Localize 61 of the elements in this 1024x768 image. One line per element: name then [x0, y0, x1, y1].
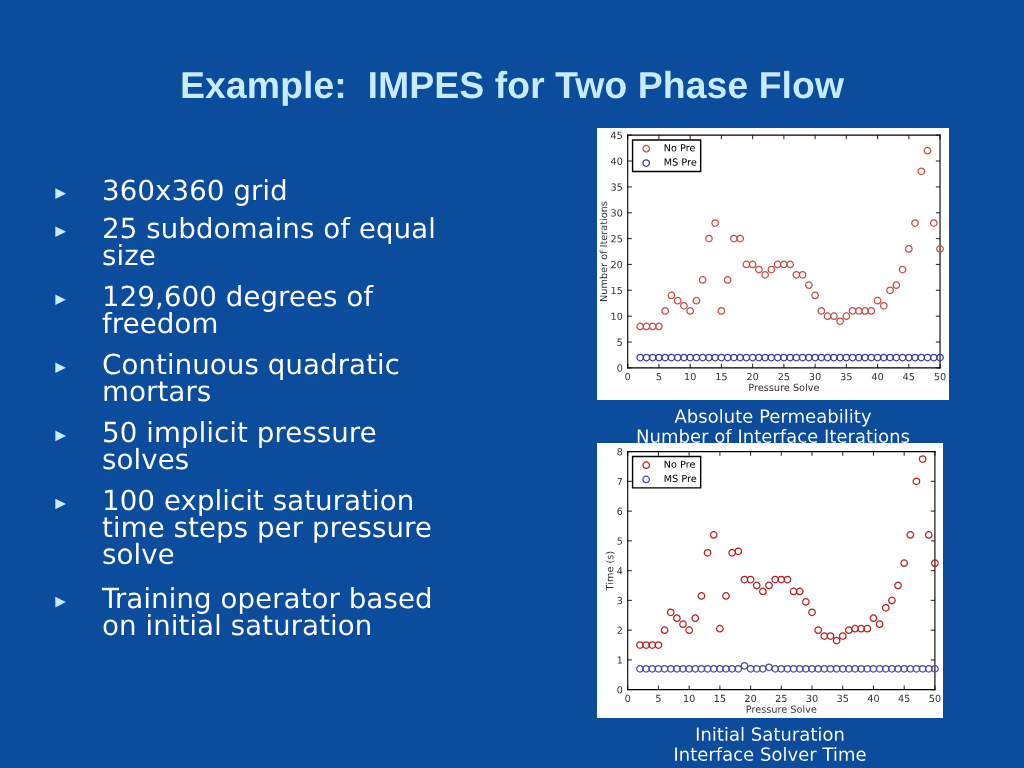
x-tick-label: 25: [778, 372, 790, 381]
text: Number of Interface Iterations: [637, 429, 910, 443]
x-axis-title: Pressure Solve: [746, 705, 817, 713]
legend-label: MS Pre: [664, 474, 697, 483]
x-tick-label: 20: [745, 694, 757, 703]
legend-label: No Pre: [664, 460, 695, 468]
y-tick-label: 7: [617, 477, 623, 486]
text: 25 subdomains of equal size: [103, 217, 434, 266]
text: 129,600 degrees of freedom: [102, 285, 374, 334]
y-tick-label: 35: [611, 183, 622, 191]
y-tick-label: 6: [617, 507, 623, 515]
x-tick-label: 30: [806, 694, 818, 703]
y-tick-label: 5: [617, 338, 622, 346]
y-tick-label: 2: [617, 626, 622, 634]
x-tick-label: 45: [898, 694, 910, 703]
x-tick-label: 50: [934, 372, 946, 381]
x-tick-label: 40: [867, 694, 880, 703]
x-tick-label: 20: [747, 372, 759, 381]
y-tick-label: 5: [617, 537, 622, 545]
y-tick-label: 0: [617, 686, 623, 694]
text: Example: IMPES for Two Phase Flow: [182, 70, 845, 106]
x-tick-label: 0: [625, 372, 631, 381]
text: Continuous quadratic mortars: [103, 353, 399, 402]
y-axis-title: Time (s): [605, 551, 615, 591]
text: 50 implicit pressure solves: [103, 421, 376, 470]
x-tick-label: 10: [685, 372, 696, 381]
x-tick-label: 45: [903, 373, 915, 381]
x-tick-label: 0: [625, 694, 631, 703]
y-axis-title: Number of Iterations: [599, 201, 608, 302]
y-tick-label: 0: [617, 364, 623, 372]
x-tick-label: 15: [714, 694, 726, 703]
x-tick-label: 35: [840, 372, 852, 381]
text: 100 explicit saturation time steps per pressure solve: [102, 489, 431, 565]
text: Interface Solver Time: [675, 747, 866, 761]
x-tick-label: 5: [656, 373, 662, 381]
text: Initial Saturation: [696, 727, 844, 741]
y-tick-label: 20: [611, 260, 623, 269]
y-tick-label: 25: [611, 235, 622, 243]
x-tick-label: 35: [837, 694, 849, 703]
y-tick-label: 40: [610, 157, 623, 165]
y-tick-label: 15: [611, 286, 622, 295]
y-tick-label: 45: [610, 131, 622, 139]
x-tick-label: 25: [775, 694, 787, 703]
x-tick-label: 15: [716, 373, 727, 381]
x-tick-label: 5: [656, 694, 661, 703]
y-tick-label: 4: [617, 567, 623, 575]
x-tick-label: 50: [929, 694, 941, 703]
x-tick-label: 40: [871, 372, 884, 381]
y-tick-label: 1: [617, 656, 622, 664]
y-tick-label: 30: [611, 209, 623, 217]
y-tick-label: 10: [611, 312, 623, 320]
legend-label: No Pre: [664, 144, 695, 152]
y-tick-label: 3: [617, 596, 623, 605]
y-tick-label: 8: [617, 448, 623, 456]
legend-label: MS Pre: [664, 158, 697, 166]
text: Training operator based on initial saturation: [101, 587, 431, 636]
x-tick-label: 10: [684, 694, 695, 703]
text: 360x360 grid: [104, 179, 286, 206]
x-axis-title: Pressure Solve: [749, 383, 819, 392]
x-tick-label: 30: [809, 372, 821, 381]
text: Absolute Permeability: [674, 409, 872, 427]
